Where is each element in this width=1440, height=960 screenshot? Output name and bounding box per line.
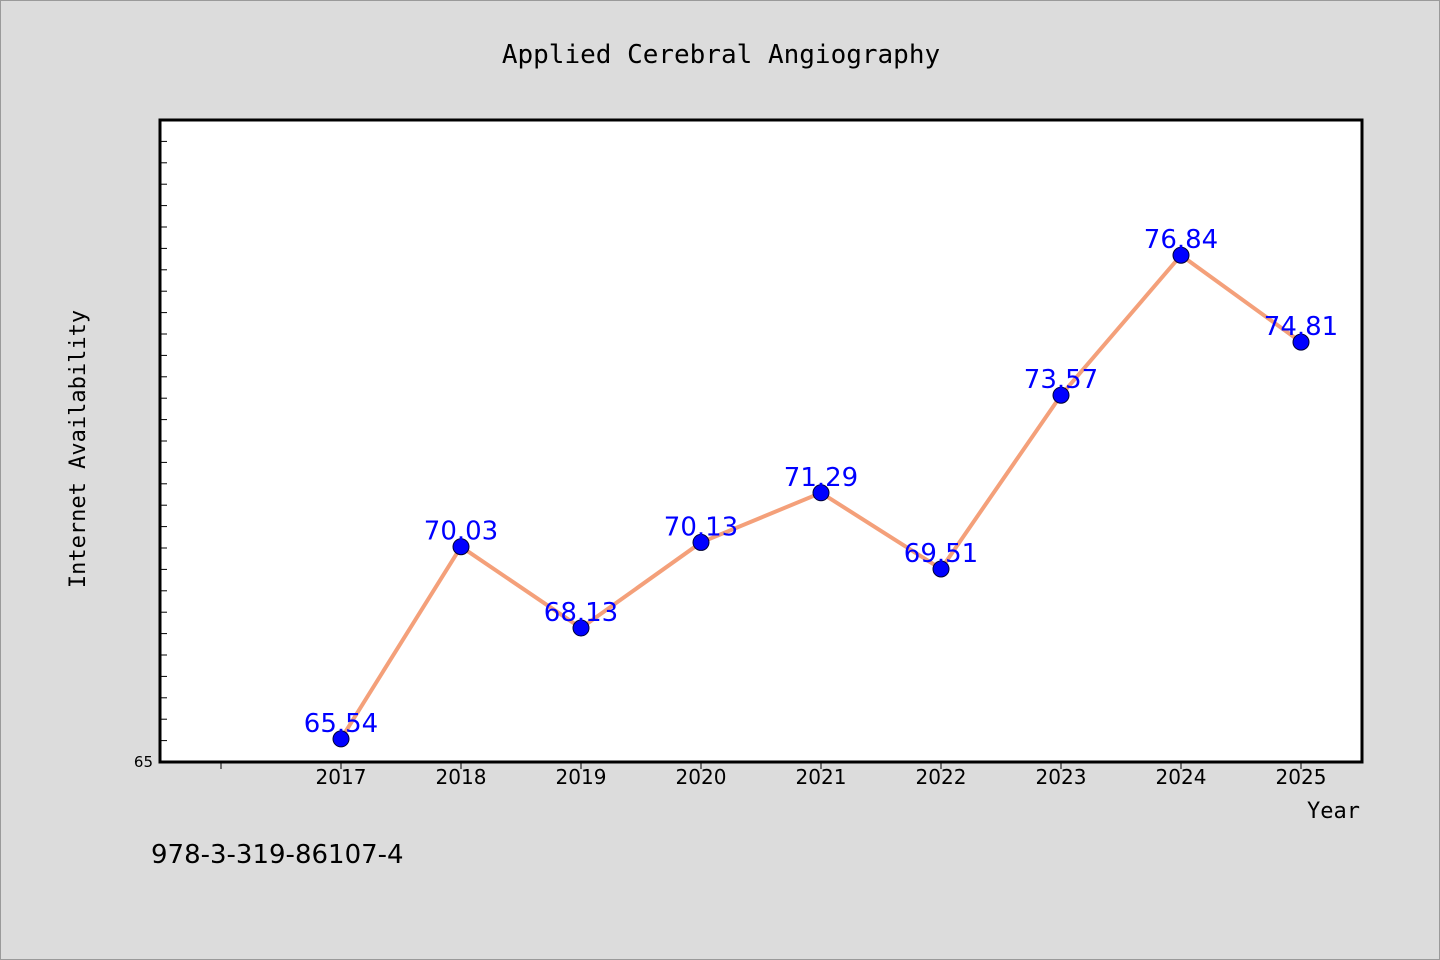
data-point bbox=[1052, 386, 1070, 404]
x-axis-label: Year bbox=[1307, 799, 1360, 824]
y-axis-ticks bbox=[160, 140, 167, 742]
data-label: 74.81 bbox=[1264, 312, 1338, 342]
data-label: 71.29 bbox=[784, 463, 858, 493]
x-tick-label: 2021 bbox=[796, 765, 847, 789]
data-point bbox=[452, 538, 470, 556]
data-point bbox=[812, 484, 830, 502]
data-label: 73.57 bbox=[1024, 365, 1098, 395]
x-tick-label: 2018 bbox=[436, 765, 487, 789]
data-label: 76.84 bbox=[1144, 225, 1218, 255]
data-label: 69.51 bbox=[904, 539, 978, 569]
data-label: 68.13 bbox=[544, 598, 618, 628]
x-tick-label: 2023 bbox=[1036, 765, 1087, 789]
data-point bbox=[572, 619, 590, 637]
data-point bbox=[332, 730, 350, 748]
data-markers bbox=[332, 246, 1310, 748]
x-tick-label: 2022 bbox=[916, 765, 967, 789]
data-labels: 65.54 70.03 68.13 70.13 71.29 69.51 73.57 76.84… bbox=[304, 225, 1338, 739]
data-point bbox=[1172, 246, 1190, 264]
data-point bbox=[1292, 333, 1310, 351]
x-tick-label: 2019 bbox=[556, 765, 607, 789]
x-tick-label: 2017 bbox=[316, 765, 367, 789]
data-point bbox=[932, 560, 950, 578]
y-tick-label-min: 65 bbox=[134, 753, 153, 771]
y-axis-label: Internet Availability bbox=[66, 310, 91, 588]
x-tick-label: 2020 bbox=[676, 765, 727, 789]
x-axis-ticks bbox=[220, 762, 1302, 769]
plot-area bbox=[158, 118, 1364, 764]
data-point bbox=[692, 533, 710, 551]
isbn-label: 978-3-319-86107-4 bbox=[151, 840, 404, 870]
x-axis-tick-labels: 2017 2018 2019 2020 2021 2022 2023 2024 2025 bbox=[316, 765, 1327, 789]
x-tick-label: 2024 bbox=[1156, 765, 1207, 789]
chart-title: Applied Cerebral Angiography bbox=[502, 40, 940, 70]
data-label: 70.13 bbox=[664, 512, 738, 542]
data-label: 70.03 bbox=[424, 517, 498, 547]
data-label: 65.54 bbox=[304, 709, 378, 739]
x-tick-label: 2025 bbox=[1276, 765, 1327, 789]
